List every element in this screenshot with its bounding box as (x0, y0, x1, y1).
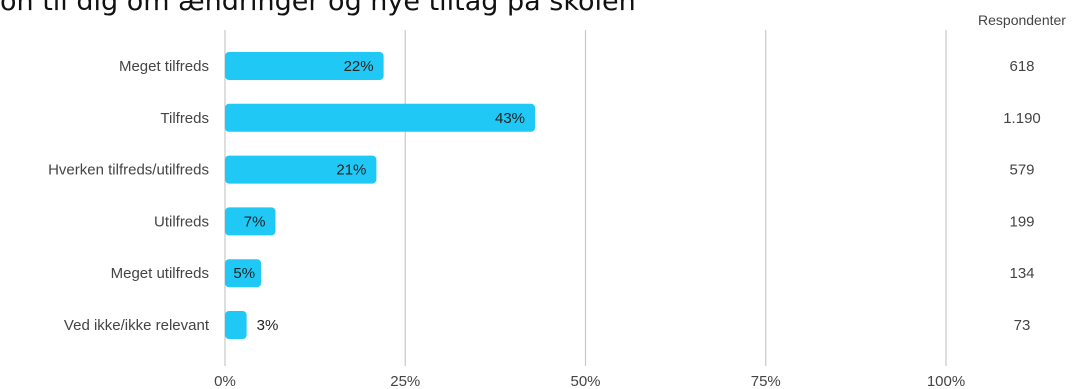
bar (225, 207, 276, 236)
bar-value-label: 5% (233, 265, 255, 282)
bar-value-label: 7% (244, 213, 266, 230)
bar (225, 259, 262, 288)
bar (225, 311, 247, 339)
bar-value-label: 3% (257, 317, 279, 334)
bar-value-label: 43% (495, 110, 525, 127)
bar (225, 103, 536, 132)
respondent-count: 199 (1009, 213, 1034, 230)
category-label: Meget tilfreds (119, 58, 209, 75)
x-tick-label: 75% (751, 373, 781, 389)
chart-title-fragment: on til dig om ændringer og nye tiltag på… (0, 0, 636, 17)
respondent-count: 618 (1009, 58, 1034, 75)
category-label: Utilfreds (154, 213, 209, 230)
x-tick-label: 0% (214, 373, 236, 389)
category-label: Tilfreds (160, 110, 209, 127)
bar (225, 155, 377, 184)
bar-value-label: 22% (344, 58, 374, 75)
category-label: Meget utilfreds (111, 265, 209, 282)
respondents-header: Respondenter (978, 12, 1066, 28)
category-label: Hverken tilfreds/utilfreds (48, 162, 209, 179)
respondent-count: 579 (1009, 162, 1034, 179)
respondent-count: 134 (1009, 265, 1034, 282)
x-tick-label: 100% (927, 373, 965, 389)
bar-value-label: 21% (336, 162, 366, 179)
x-tick-label: 50% (570, 373, 600, 389)
category-label: Ved ikke/ikke relevant (64, 317, 210, 334)
bar (225, 52, 384, 80)
x-tick-label: 25% (390, 373, 420, 389)
respondent-count: 1.190 (1003, 110, 1041, 127)
respondent-count: 73 (1014, 317, 1031, 334)
